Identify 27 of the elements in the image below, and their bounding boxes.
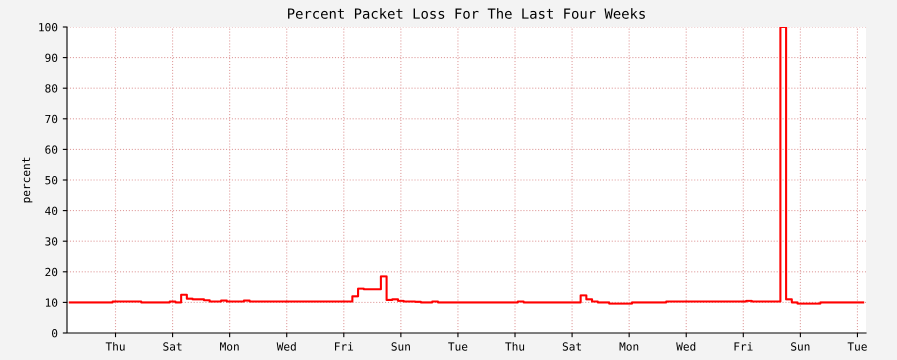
y-tick-label: 80 <box>45 84 58 93</box>
y-tick-label: 30 <box>45 237 58 246</box>
x-tick-label: Tue <box>448 342 468 351</box>
x-tick-label: Thu <box>505 342 524 351</box>
x-tick-label: Wed <box>276 342 296 351</box>
y-tick-label: 20 <box>45 268 58 276</box>
y-tick-label: 0 <box>52 329 58 338</box>
y-tick-label: 100 <box>39 23 58 32</box>
y-tick-label: 60 <box>45 145 58 154</box>
y-tick-label: 50 <box>45 176 58 184</box>
x-tick-label: Sun <box>791 342 810 351</box>
y-tick-label: 90 <box>45 54 58 62</box>
y-tick-label: 70 <box>45 114 58 124</box>
x-tick-label: Fri <box>734 342 753 351</box>
y-tick-label: 10 <box>46 298 58 307</box>
chart-title: Percent Packet Loss For The Last Four Weeks <box>288 8 645 19</box>
x-tick-label: Sun <box>392 342 410 351</box>
x-tick-label: Mon <box>620 342 638 351</box>
x-tick-label: Tue <box>848 342 867 351</box>
x-tick-label: Sat <box>163 342 182 351</box>
x-tick-label: Wed <box>676 342 696 351</box>
x-tick-label: Mon <box>220 342 239 351</box>
y-tick-label: 40 <box>45 206 58 216</box>
x-tick-label: Thu <box>106 342 125 351</box>
x-tick-label: Fri <box>335 342 354 351</box>
y-axis-title: percent <box>22 158 32 202</box>
x-tick-label: Sat <box>562 342 582 351</box>
